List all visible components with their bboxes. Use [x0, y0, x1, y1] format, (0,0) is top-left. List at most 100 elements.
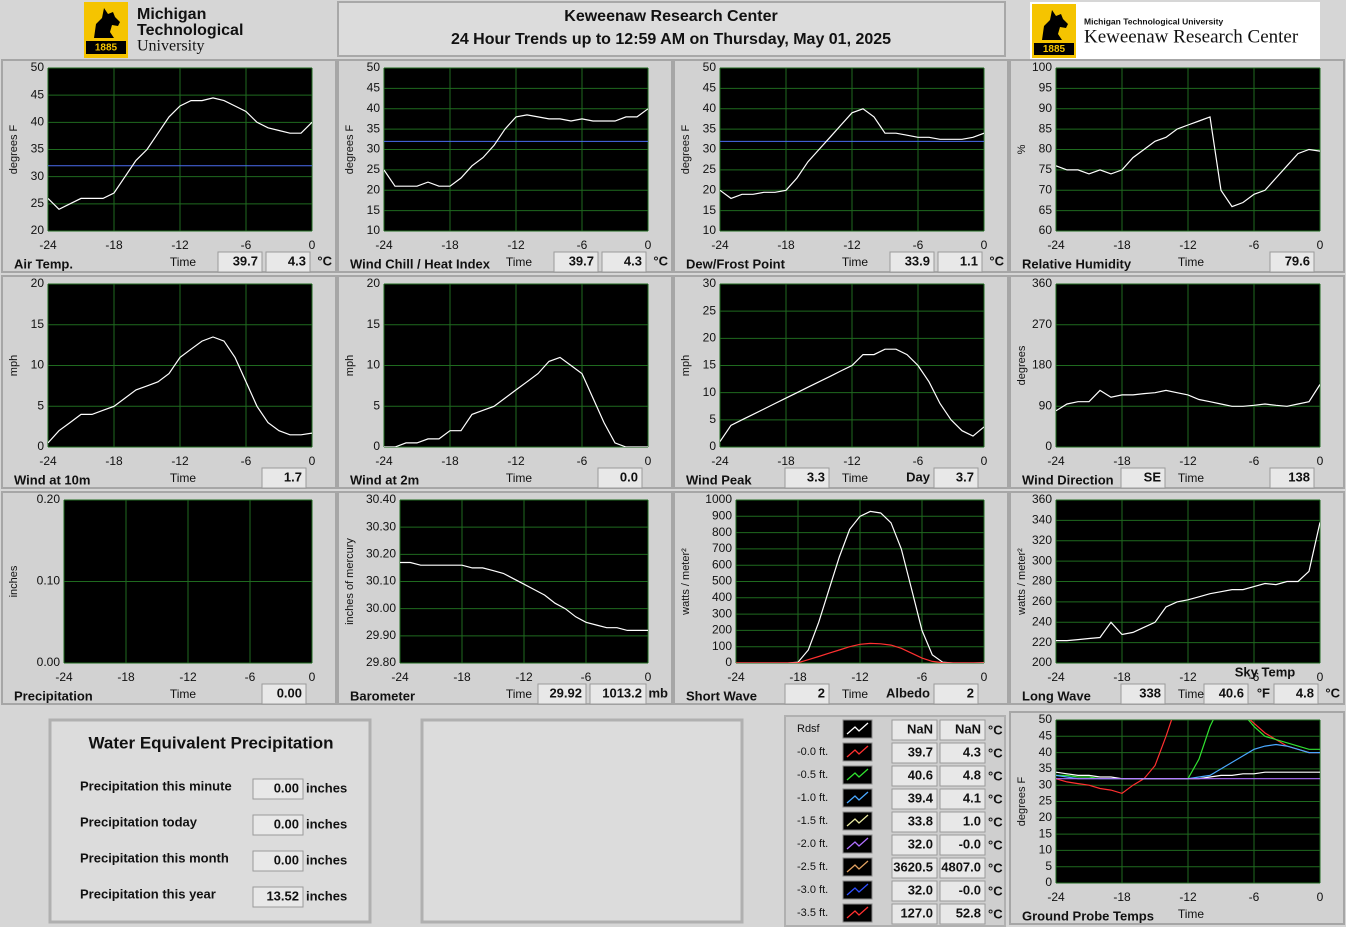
readout: 39.7 — [233, 253, 258, 268]
probe-unit: °C — [988, 883, 1003, 898]
x-tick-label: 0 — [645, 454, 652, 468]
panel-title: Short Wave — [686, 688, 757, 703]
x-tick-label: -18 — [777, 454, 795, 468]
x-tick-label: -12 — [179, 670, 197, 684]
y-tick-label: 50 — [367, 60, 381, 74]
readout: 4.8 — [1296, 685, 1314, 700]
x-tick-label: -12 — [171, 238, 189, 252]
readout-box — [1269, 251, 1315, 273]
y-tick-label: 600 — [712, 557, 732, 571]
x-axis-label: Time — [170, 255, 197, 269]
y-tick-label: 25 — [31, 196, 45, 210]
y-tick-label: 15 — [703, 358, 717, 372]
y-tick-label: 5 — [37, 398, 44, 412]
y-axis-label: mph — [680, 355, 692, 376]
readout-unit: °C — [317, 253, 332, 268]
probe-value: 39.4 — [908, 790, 934, 805]
probe-swatch — [846, 791, 869, 804]
x-axis-label: Time — [1178, 687, 1205, 701]
y-tick-label: 30.20 — [366, 547, 396, 561]
y-tick-label: 300 — [1032, 553, 1052, 567]
y-tick-label: 0.10 — [37, 574, 61, 588]
series-line — [384, 108, 648, 187]
y-tick-label: 5 — [373, 398, 380, 412]
x-tick-label: -6 — [1249, 670, 1260, 684]
series-line — [1056, 116, 1320, 208]
x-tick-label: -24 — [1047, 890, 1065, 904]
readout: 1.7 — [284, 469, 302, 484]
logo-dog — [1042, 10, 1068, 40]
x-axis-label: Time — [842, 471, 869, 485]
logo-left: 1885 Michigan Technological University — [84, 2, 243, 58]
series-line — [400, 561, 648, 631]
y-axis-label: degrees F — [680, 124, 692, 174]
readout-unit: °C — [989, 253, 1004, 268]
probe-value-box — [891, 903, 938, 925]
logo-text: Michigan — [137, 6, 206, 23]
x-axis-label: Time — [170, 687, 197, 701]
readout: SE — [1144, 469, 1162, 484]
probe-value-box — [939, 719, 986, 741]
y-axis-label: degrees F — [1016, 776, 1028, 826]
x-tick-label: -12 — [843, 238, 861, 252]
x-tick-label: 0 — [309, 670, 316, 684]
y-tick-label: 25 — [367, 162, 381, 176]
y-tick-label: 100 — [1032, 60, 1052, 74]
y-tick-label: 1000 — [705, 492, 732, 506]
x-tick-label: -12 — [1179, 238, 1197, 252]
probe-value: -0.0 — [959, 836, 981, 851]
y-tick-label: 400 — [712, 590, 732, 604]
x-tick-label: -18 — [1113, 890, 1131, 904]
probe-label: -3.0 ft. — [797, 884, 828, 896]
y-tick-label: 30.00 — [366, 601, 396, 615]
y-tick-label: 29.80 — [366, 655, 396, 669]
y-tick-label: 0 — [709, 439, 716, 453]
water-label: Precipitation this year — [80, 886, 216, 901]
y-tick-label: 10 — [367, 223, 381, 237]
water-unit: inches — [306, 888, 347, 903]
probe-swatch — [846, 906, 869, 919]
x-tick-label: 0 — [1317, 238, 1324, 252]
y-tick-label: 30 — [1039, 777, 1053, 791]
probe-value: NaN — [907, 721, 933, 736]
logo-bar — [1034, 43, 1074, 55]
y-tick-label: 100 — [712, 639, 732, 653]
y-tick-label: 320 — [1032, 533, 1052, 547]
x-tick-label: 0 — [309, 238, 316, 252]
readout: 138 — [1288, 469, 1310, 484]
logo-dog — [94, 8, 120, 38]
water-panel — [48, 718, 372, 924]
logo-small-text: Michigan Technological University — [1084, 16, 1223, 26]
x-tick-label: -6 — [577, 238, 588, 252]
panel-title: Relative Humidity — [1022, 256, 1132, 271]
x-tick-label: -12 — [515, 670, 533, 684]
x-tick-label: -12 — [1179, 670, 1197, 684]
probe-unit: °C — [988, 791, 1003, 806]
readout-box — [597, 467, 643, 489]
x-tick-label: -18 — [105, 454, 123, 468]
probe-label: -1.0 ft. — [797, 792, 828, 804]
water-value-box — [252, 886, 304, 908]
y-tick-label: 15 — [367, 317, 381, 331]
readout: 3.7 — [956, 469, 974, 484]
probe-swatch — [846, 814, 869, 827]
x-tick-label: -18 — [1113, 238, 1131, 252]
y-tick-label: 10 — [703, 385, 717, 399]
readout-box — [937, 251, 983, 273]
readout-box — [537, 683, 587, 705]
x-tick-label: -6 — [913, 454, 924, 468]
x-tick-label: -18 — [1113, 454, 1131, 468]
x-axis-label: Time — [1178, 255, 1205, 269]
probe-label: -3.5 ft. — [797, 907, 828, 919]
y-axis-label: % — [1016, 144, 1028, 154]
y-axis-label: degrees F — [8, 124, 20, 174]
water-value-box — [252, 814, 304, 836]
probe-value-box — [939, 811, 986, 833]
y-tick-label: 75 — [1039, 162, 1053, 176]
probe-value: 4.1 — [963, 790, 981, 805]
y-tick-label: 45 — [1039, 728, 1053, 742]
x-tick-label: -24 — [1047, 670, 1065, 684]
y-tick-label: 340 — [1032, 513, 1052, 527]
readout: 33.9 — [905, 253, 930, 268]
